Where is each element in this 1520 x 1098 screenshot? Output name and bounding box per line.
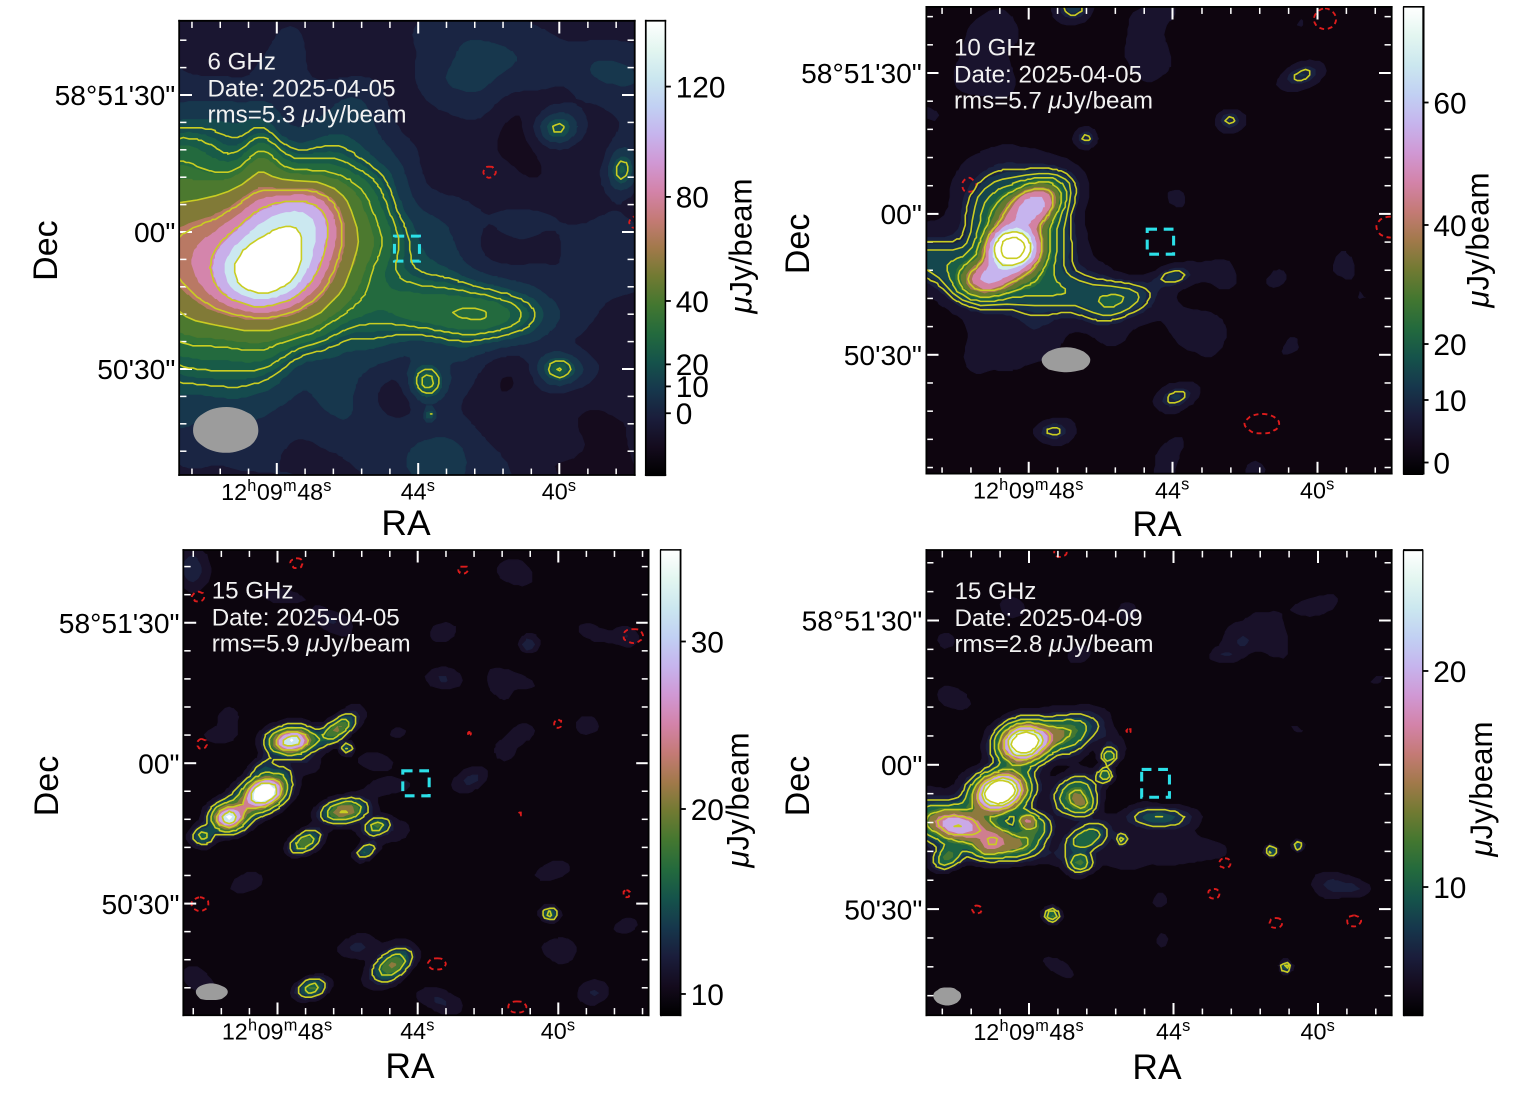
svg-text:μ J y / b e a m: μ J y / b e a m: [724, 178, 759, 314]
svg-text:50'30": 50'30": [844, 893, 922, 925]
svg-text:μ J y / b e a m: μ J y / b e a m: [1461, 172, 1496, 308]
svg-text:Dec: Dec: [779, 756, 817, 817]
svg-text:00": 00": [134, 216, 175, 248]
svg-text:RA: RA: [1132, 504, 1182, 544]
svg-text:Date: 2025-04-09: Date: 2025-04-09: [954, 605, 1142, 632]
svg-text:r m s = 5 . 7 J y / b e a m: r m s = 5 . 7 J y / b e a m μ: [954, 88, 1159, 115]
svg-text:r m s = 5 . 9 J y / b e a m: r m s = 5 . 9 J y / b e a m μ: [212, 631, 417, 658]
svg-text:20: 20: [1433, 656, 1466, 689]
svg-text:50'30": 50'30": [97, 353, 175, 385]
svg-text:RA: RA: [385, 1046, 435, 1086]
svg-text:58°51'30": 58°51'30": [802, 605, 923, 637]
svg-text:1 2 0 9 4 8 h m s: 1 2 0 9 4 8 h m s: [973, 470, 1083, 504]
svg-text:58°51'30": 58°51'30": [801, 57, 922, 89]
svg-text:4 0 s: 4 0 s: [542, 477, 576, 505]
svg-text:00": 00": [881, 749, 922, 781]
svg-text:4 4 s: 4 4 s: [401, 477, 435, 505]
svg-text:10: 10: [691, 979, 724, 1012]
svg-text:r m s = 5 . 3 J y / b e a m: r m s = 5 . 3 J y / b e a m μ: [207, 102, 412, 129]
svg-text:20: 20: [676, 349, 709, 382]
svg-text:10 GHz: 10 GHz: [954, 35, 1036, 62]
svg-text:58°51'30": 58°51'30": [59, 607, 180, 639]
svg-text:15 GHz: 15 GHz: [954, 578, 1036, 605]
svg-text:6 GHz: 6 GHz: [207, 49, 275, 76]
svg-text:4 4 s: 4 4 s: [1155, 476, 1189, 504]
svg-text:60: 60: [1433, 87, 1466, 120]
svg-text:4 0 s: 4 0 s: [541, 1016, 575, 1044]
svg-text:40: 40: [1433, 210, 1466, 243]
svg-text:μ J y / b e a m: μ J y / b e a m: [721, 732, 756, 868]
svg-text:00": 00": [138, 747, 179, 779]
svg-text:Date: 2025-04-05: Date: 2025-04-05: [954, 62, 1142, 89]
svg-text:RA: RA: [1132, 1047, 1182, 1087]
svg-text:Dec: Dec: [27, 220, 65, 280]
svg-text:50'30": 50'30": [844, 339, 922, 371]
svg-text:4 0 s: 4 0 s: [1300, 476, 1334, 504]
svg-text:Dec: Dec: [28, 756, 66, 817]
svg-text:10: 10: [1433, 385, 1466, 418]
svg-text:1 2 0 9 4 8 h m s: 1 2 0 9 4 8 h m s: [221, 471, 331, 505]
svg-text:40: 40: [676, 286, 709, 319]
svg-text:Dec: Dec: [779, 214, 817, 274]
svg-text:15 GHz: 15 GHz: [212, 578, 294, 605]
svg-text:4 4 s: 4 4 s: [400, 1016, 434, 1044]
svg-text:20: 20: [691, 794, 724, 827]
svg-text:10: 10: [676, 371, 709, 404]
svg-text:Date: 2025-04-05: Date: 2025-04-05: [212, 605, 400, 632]
svg-text:μ J y / b e a m: μ J y / b e a m: [1464, 721, 1499, 857]
svg-text:0: 0: [676, 398, 693, 431]
svg-text:4 0 s: 4 0 s: [1301, 1017, 1335, 1045]
svg-text:1 2 0 9 4 8 h m s: 1 2 0 9 4 8 h m s: [973, 1011, 1083, 1045]
svg-text:RA: RA: [381, 503, 431, 543]
svg-text:80: 80: [676, 182, 709, 215]
svg-text:20: 20: [1433, 329, 1466, 362]
svg-text:30: 30: [691, 626, 724, 659]
svg-text:0: 0: [1433, 447, 1450, 480]
svg-text:Date: 2025-04-05: Date: 2025-04-05: [207, 76, 395, 103]
svg-text:00": 00": [880, 198, 921, 230]
svg-text:4 4 s: 4 4 s: [1156, 1017, 1190, 1045]
svg-text:120: 120: [676, 71, 726, 104]
svg-text:58°51'30": 58°51'30": [55, 79, 176, 111]
svg-text:10: 10: [1433, 872, 1466, 905]
svg-text:1 2 0 9 4 8 h m s: 1 2 0 9 4 8 h m s: [222, 1011, 332, 1045]
svg-text:50'30": 50'30": [101, 888, 179, 920]
svg-text:r m s = 2 . 8 J y / b e a m: r m s = 2 . 8 J y / b e a m μ: [954, 631, 1159, 658]
